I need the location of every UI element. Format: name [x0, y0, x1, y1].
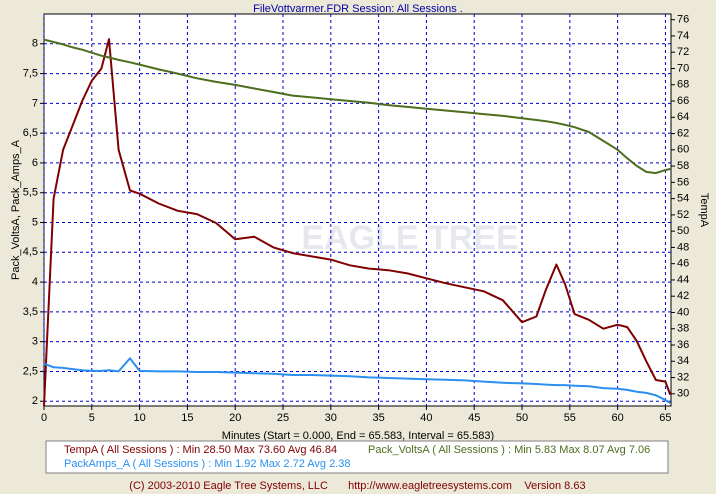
y2-tick-label: 38 — [677, 323, 689, 335]
x-tick-label: 15 — [181, 412, 193, 424]
y-tick-label: 4,5 — [23, 246, 38, 258]
y2-tick-label: 76 — [677, 14, 689, 26]
x-tick-label: 0 — [41, 412, 47, 424]
y2-tick-label: 58 — [677, 160, 689, 172]
y2-tick-label: 44 — [677, 274, 689, 286]
x-tick-label: 35 — [372, 412, 384, 424]
y2-tick-label: 72 — [677, 46, 689, 58]
x-axis-title: Minutes (Start = 0.000, End = 65.583, In… — [222, 430, 494, 442]
x-tick-label: 5 — [89, 412, 95, 424]
legend-box — [45, 440, 669, 474]
y2-tick-label: 48 — [677, 241, 689, 253]
footer-copyright: (C) 2003-2010 Eagle Tree Systems, LLC — [129, 480, 328, 492]
y2-tick-label: 40 — [677, 306, 689, 318]
legend-summary: : Min 5.83 Max 8.07 Avg 7.06 — [508, 444, 650, 456]
footer-url: http://www.eagletreesystems.com — [348, 480, 512, 492]
series-line — [43, 357, 671, 404]
series-line — [43, 38, 672, 407]
y-tick-label: 5 — [32, 216, 38, 228]
y2-tick-label: 36 — [677, 339, 689, 351]
x-tick-label: 40 — [420, 412, 432, 424]
y-tick-label: 2,5 — [23, 365, 38, 377]
legend-label: Pack_VoltsA ( All Sessions ) — [368, 444, 505, 456]
y2-tick-label: 30 — [677, 388, 689, 400]
y-tick-label: 7 — [32, 97, 38, 109]
watermark: EAGLE TREE — [301, 219, 518, 257]
y-tick-label: 3,5 — [23, 306, 38, 318]
y2-tick-label: 74 — [677, 30, 689, 42]
y-tick-label: 4 — [32, 276, 38, 288]
legend-summary: : Min 1.92 Max 2.72 Avg 2.38 — [208, 458, 350, 470]
y-tick-label: 8 — [32, 38, 38, 50]
y2-tick-label: 62 — [677, 127, 689, 139]
y-tick-label: 3 — [32, 336, 38, 348]
series-line — [43, 38, 671, 175]
legend-label: PackAmps_A ( All Sessions ) — [64, 458, 205, 470]
x-tick-label: 25 — [277, 412, 289, 424]
y2-tick-label: 68 — [677, 79, 689, 91]
y2-tick-label: 60 — [677, 144, 689, 156]
x-tick-label: 20 — [229, 412, 241, 424]
y2-tick-label: 34 — [677, 355, 689, 367]
y-tick-label: 2 — [32, 395, 38, 407]
x-tick-label: 65 — [659, 412, 671, 424]
y-axis-title: Pack_VoltsA, Pack_Amps_A — [10, 139, 22, 280]
y2-tick-label: 66 — [677, 95, 689, 107]
y2-axis-title: TempA — [698, 193, 710, 228]
plot-area — [43, 13, 672, 407]
x-tick-label: 50 — [516, 412, 528, 424]
y2-tick-label: 52 — [677, 209, 689, 221]
legend-summary: : Min 28.50 Max 73.60 Avg 46.84 — [176, 444, 337, 456]
y-tick-label: 7,5 — [23, 67, 38, 79]
y2-tick-label: 46 — [677, 258, 689, 270]
x-tick-label: 10 — [133, 412, 145, 424]
x-tick-label: 55 — [564, 412, 576, 424]
y2-tick-label: 50 — [677, 225, 689, 237]
y2-tick-label: 42 — [677, 290, 689, 302]
y2-tick-label: 64 — [677, 111, 689, 123]
y2-tick-label: 54 — [677, 193, 689, 205]
x-tick-label: 60 — [611, 412, 623, 424]
x-tick-label: 45 — [468, 412, 480, 424]
y2-tick-label: 56 — [677, 176, 689, 188]
y-tick-label: 6,5 — [23, 127, 38, 139]
x-tick-label: 30 — [325, 412, 337, 424]
y2-tick-label: 70 — [677, 62, 689, 74]
y-tick-label: 5,5 — [23, 187, 38, 199]
legend-label: TempA ( All Sessions ) — [64, 444, 173, 456]
footer-version: Version 8.63 — [524, 480, 585, 492]
chart-title: FileVottvarmer.FDR Session: All Sessions… — [253, 3, 463, 15]
y-tick-label: 6 — [32, 157, 38, 169]
y2-tick-label: 32 — [677, 371, 689, 383]
